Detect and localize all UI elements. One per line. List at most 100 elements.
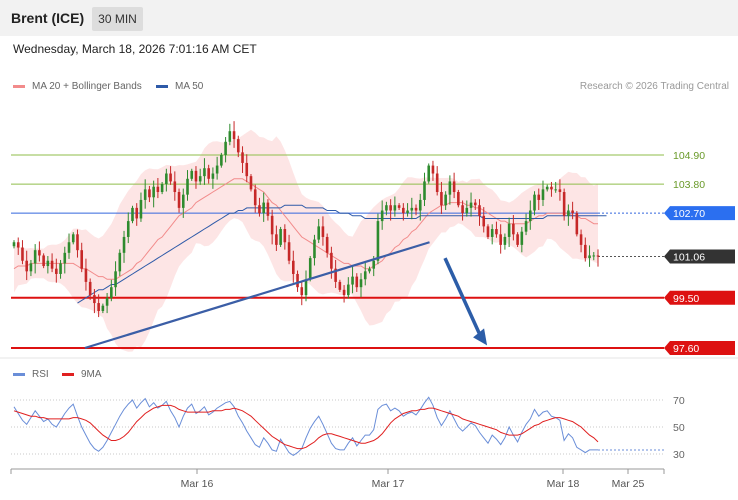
candle-body [571, 210, 574, 214]
candle-body [347, 284, 350, 296]
x-tick-label: Mar 17 [372, 478, 405, 490]
candle-body [118, 252, 122, 272]
candle-body [325, 236, 329, 253]
candle-body [296, 273, 299, 288]
candle-body [545, 186, 549, 190]
timeframe-button[interactable]: 30 MIN [92, 7, 143, 31]
candle-body [579, 234, 583, 245]
legend-rsi-ma: 9MA [62, 369, 102, 380]
candle-body [97, 303, 100, 311]
candle-body [588, 255, 591, 259]
x-tick-label: Mar 25 [612, 478, 645, 490]
bollinger-band [14, 129, 598, 352]
candle-body [562, 192, 566, 216]
candle-body [126, 221, 130, 237]
candle-body [181, 194, 185, 208]
forecast-arrowhead [473, 328, 488, 346]
candle-body [516, 234, 519, 245]
candle-body [418, 199, 422, 211]
candle-body [457, 192, 460, 206]
candle-body [105, 297, 109, 306]
candle-body [550, 186, 553, 190]
ma20-line [13, 178, 598, 280]
candle-body [482, 215, 486, 227]
pivot-tag [664, 206, 735, 221]
candle-body [165, 173, 168, 185]
candle-body [423, 181, 426, 200]
candle-body [88, 281, 92, 296]
candle-body [245, 162, 249, 177]
candle-body [537, 194, 541, 200]
candle-body [148, 189, 151, 198]
candle-body [55, 268, 58, 274]
candle-body [558, 189, 562, 193]
candle-body [266, 202, 270, 216]
candle-body [596, 255, 600, 257]
candle-body [122, 236, 126, 253]
support-tag [664, 290, 735, 305]
candle-body [533, 194, 536, 211]
legend-ma20: MA 20 + Bollinger Bands [13, 81, 142, 92]
support-tag [664, 341, 735, 355]
candle-body [283, 229, 287, 243]
candle-body [440, 192, 443, 206]
candle-body [198, 176, 202, 182]
candle-body [444, 194, 447, 206]
pivot-label: 102.70 [673, 208, 705, 220]
legend-ma50: MA 50 [156, 81, 203, 92]
candle-body [279, 229, 282, 245]
candle-body [478, 205, 481, 216]
candle-body [270, 215, 274, 235]
candle-body [431, 165, 435, 174]
candle-body [435, 173, 439, 193]
candle-body [495, 229, 498, 235]
candle-body [16, 242, 20, 248]
candle-body [110, 287, 113, 298]
candle-body [410, 207, 414, 211]
candle-body [554, 189, 557, 191]
candle-body [38, 250, 41, 256]
candle-body [42, 255, 45, 267]
ma50-line [77, 204, 607, 304]
candle-body [80, 250, 84, 269]
candle-body [355, 276, 359, 288]
candle-body [114, 271, 117, 288]
candle-body [203, 168, 206, 177]
timestamp: Wednesday, March 18, 2026 7:01:16 AM CET [13, 42, 257, 56]
candle-body [211, 173, 215, 179]
candle-body [338, 281, 342, 290]
candle-body [363, 271, 367, 280]
candle-body [21, 247, 24, 261]
candle-body [253, 189, 257, 206]
legend-ma20-label: MA 20 + Bollinger Bands [32, 81, 142, 92]
candle-body [275, 234, 278, 245]
candle-body [135, 207, 139, 219]
candle-body [33, 250, 37, 264]
candle-body [220, 155, 223, 166]
candle-body [169, 173, 172, 182]
candle-body [334, 268, 337, 282]
candle-body [25, 260, 28, 272]
candle-body [520, 231, 524, 245]
candle-body [499, 234, 502, 245]
candle-body [465, 207, 469, 214]
candle-body [414, 207, 418, 211]
candle-body [567, 210, 570, 216]
candle-body [258, 205, 261, 214]
candle-body [351, 276, 354, 285]
last-price-tag [664, 249, 735, 264]
candle-body [236, 139, 240, 153]
candle-body [131, 207, 134, 222]
candle-body [541, 189, 545, 200]
candle-body [232, 131, 236, 140]
candle-body [84, 268, 88, 282]
candle-body [249, 176, 253, 190]
candle-body [173, 181, 177, 193]
candle-body [177, 192, 181, 208]
candle-body [473, 202, 477, 206]
rsi-ma-line [13, 404, 599, 450]
x-tick-label: Mar 18 [547, 478, 580, 490]
candle-body [452, 181, 456, 193]
x-tick-label: Mar 16 [181, 478, 214, 490]
